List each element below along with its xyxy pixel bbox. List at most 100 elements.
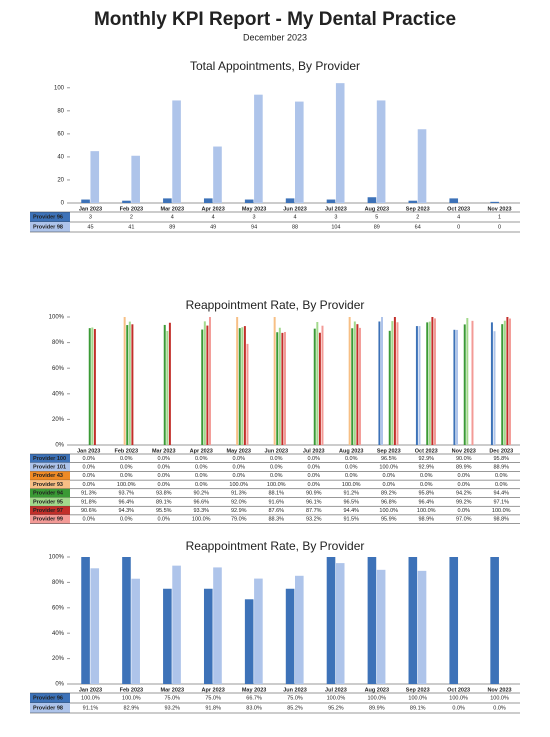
bar — [244, 199, 254, 203]
table-cell: 82.9% — [124, 705, 140, 711]
x-tick-label: Nov 2023 — [487, 687, 511, 693]
table-cell: 3 — [89, 214, 92, 220]
legend-label: Provider 101 — [33, 465, 66, 471]
table-cell: 100.0% — [229, 482, 248, 488]
bar — [378, 321, 381, 445]
x-tick-label: Sep 2023 — [406, 206, 430, 212]
table-cell: 89 — [169, 224, 175, 230]
table-cell: 94.4% — [343, 508, 359, 514]
x-tick-label: Mar 2023 — [152, 448, 176, 454]
table-cell: 92.0% — [231, 499, 247, 505]
bar — [326, 557, 336, 684]
bar — [433, 318, 436, 445]
y-tick-label: 20% — [52, 417, 65, 423]
bar — [391, 321, 394, 445]
table-cell: 91.3% — [81, 491, 97, 497]
bar — [131, 324, 134, 445]
table-cell: 0 — [498, 224, 501, 230]
bar — [281, 332, 284, 445]
table-cell: 75.0% — [205, 695, 221, 701]
bar — [396, 322, 399, 445]
y-tick-label: 60 — [57, 131, 64, 137]
bar — [122, 200, 131, 203]
chart-title: Reappointment Rate, By Provider — [186, 298, 365, 312]
table-cell: 92.9% — [231, 508, 247, 514]
bar — [335, 83, 345, 203]
bar — [172, 100, 181, 203]
table-cell: 95.8% — [493, 456, 509, 462]
table-cell: 4 — [457, 214, 460, 220]
table-cell: 4 — [212, 214, 215, 220]
table-cell: 91.2% — [343, 491, 359, 497]
table-cell: 0.0% — [307, 465, 320, 471]
y-tick-label: 80 — [57, 108, 64, 114]
table-cell: 89.9% — [369, 705, 385, 711]
bar — [426, 322, 429, 445]
table-cell: 98.9% — [418, 517, 434, 523]
table-cell: 0.0% — [382, 482, 395, 488]
legend-swatch — [30, 693, 70, 703]
bar — [471, 320, 474, 445]
chart-title: Reappointment Rate, By Provider — [186, 539, 365, 553]
x-tick-label: Apr 2023 — [202, 687, 225, 693]
bar — [128, 321, 131, 445]
bar — [295, 575, 304, 684]
table-cell: 83.0% — [246, 705, 262, 711]
table-cell: 92.9% — [418, 465, 434, 471]
table-cell: 3 — [253, 214, 256, 220]
bar — [318, 332, 321, 445]
x-tick-label: Mar 2023 — [160, 206, 184, 212]
y-tick-label: 20 — [57, 178, 64, 184]
table-cell: 0.0% — [120, 456, 133, 462]
chart-title: Total Appointments, By Provider — [190, 59, 360, 73]
bar — [246, 343, 249, 445]
x-tick-label: Nov 2023 — [487, 206, 511, 212]
table-cell: 0.0% — [420, 482, 433, 488]
table-cell: 2 — [416, 214, 419, 220]
table-cell: 88.3% — [268, 517, 284, 523]
bar — [506, 317, 509, 445]
legend-swatch — [30, 454, 70, 463]
table-cell: 88.1% — [268, 491, 284, 497]
table-cell: 0.0% — [232, 465, 245, 471]
legend-label: Provider 43 — [33, 473, 63, 479]
y-tick-label: 0% — [55, 443, 64, 449]
bar — [236, 317, 239, 445]
table-cell: 89.2% — [381, 491, 397, 497]
y-tick-label: 100 — [54, 85, 65, 91]
y-tick-label: 0% — [55, 682, 64, 688]
bar — [90, 568, 100, 684]
x-tick-label: Jul 2023 — [325, 687, 347, 693]
legend-label: Provider 99 — [33, 517, 63, 523]
bar — [367, 557, 377, 684]
table-cell: 100.0% — [122, 695, 141, 701]
table-cell: 104 — [331, 224, 340, 230]
bar — [456, 329, 458, 445]
bar — [326, 199, 336, 203]
table-cell: 100.0% — [327, 695, 346, 701]
table-cell: 0.0% — [452, 705, 465, 711]
table-cell: 0.0% — [307, 456, 320, 462]
bar — [131, 155, 140, 203]
table-cell: 96.4% — [118, 499, 134, 505]
legend-swatch — [30, 480, 70, 489]
x-tick-label: Apr 2023 — [202, 206, 225, 212]
legend-label: Provider 97 — [33, 508, 63, 514]
table-cell: 0.0% — [195, 473, 208, 479]
y-tick-label: 20% — [52, 656, 65, 662]
table-cell: 91.3% — [231, 491, 247, 497]
legend-label: Provider 95 — [33, 499, 63, 505]
table-cell: 100.0% — [449, 695, 468, 701]
bar — [358, 327, 361, 445]
table-cell: 0.0% — [307, 473, 320, 479]
legend-swatch — [30, 488, 70, 498]
table-cell: 49 — [210, 224, 216, 230]
table-cell: 100.0% — [117, 482, 136, 488]
table-cell: 94.4% — [493, 491, 509, 497]
table-cell: 0.0% — [120, 517, 133, 523]
bar — [490, 322, 493, 445]
table-cell: 91.5% — [343, 517, 359, 523]
legend-label: Provider 100 — [33, 456, 66, 462]
table-cell: 91.8% — [205, 705, 221, 711]
table-cell: 0.0% — [270, 473, 283, 479]
